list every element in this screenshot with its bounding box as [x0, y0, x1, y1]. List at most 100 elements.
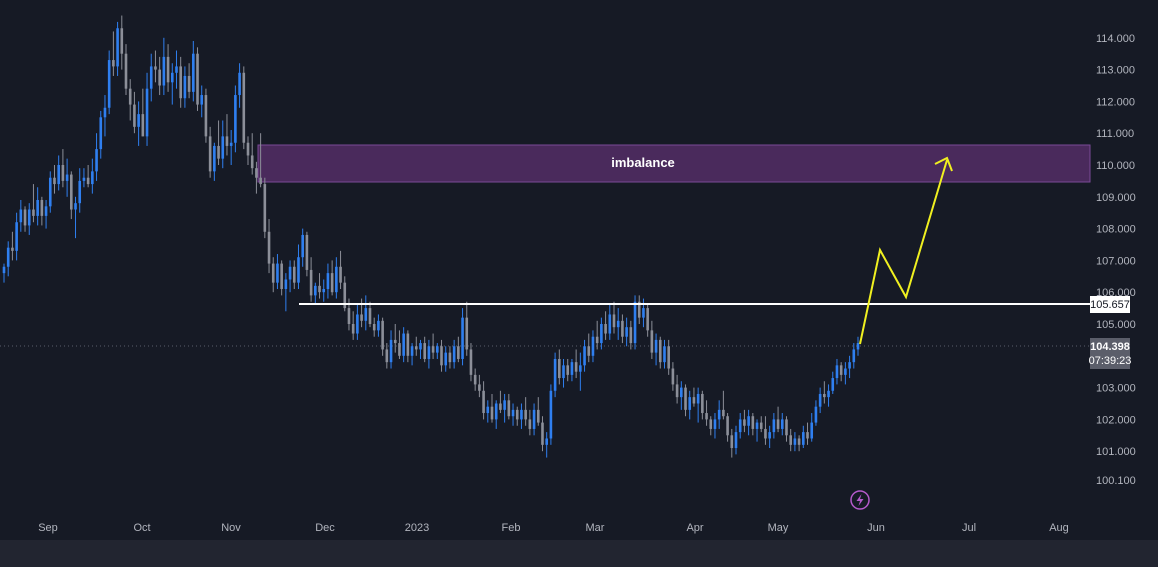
candle	[717, 400, 721, 429]
candle	[267, 219, 271, 274]
candle	[158, 56, 161, 96]
candle	[621, 314, 624, 344]
candle	[112, 31, 115, 76]
candle	[751, 413, 755, 436]
candle	[852, 343, 856, 369]
candle	[82, 168, 86, 188]
candle	[91, 158, 94, 194]
x-tick-label: Oct	[133, 522, 150, 534]
candle	[213, 142, 216, 181]
time-axis[interactable]: Sep Oct Nov Dec 2023 Feb Mar Apr May Jun Jul Aug	[38, 522, 1069, 534]
projection-arrowhead	[934, 156, 953, 172]
candle	[848, 355, 851, 379]
candle	[314, 282, 317, 305]
candle	[335, 257, 338, 299]
y-tick-label: 111.000	[1096, 128, 1134, 140]
candle	[696, 387, 700, 423]
y-tick-label: 103.000	[1096, 383, 1136, 395]
y-tick-label: 112.000	[1096, 96, 1135, 108]
y-tick-label: 101.000	[1096, 446, 1136, 458]
candle	[221, 120, 225, 169]
candle	[511, 403, 515, 426]
candle	[469, 343, 473, 382]
y-tick-label: 110.000	[1096, 160, 1135, 172]
candle	[368, 301, 372, 328]
candle	[436, 343, 439, 359]
x-tick-label: Feb	[502, 522, 521, 534]
candle	[330, 260, 334, 296]
candle	[145, 72, 149, 146]
countdown-text: 07:39:23	[1089, 355, 1132, 367]
candle	[280, 260, 283, 296]
candle	[419, 339, 422, 359]
candle	[61, 149, 65, 188]
candle	[612, 301, 616, 334]
x-tick-label: Apr	[686, 522, 703, 534]
candle	[461, 308, 464, 366]
lightning-bolt-icon[interactable]	[850, 490, 870, 510]
candle	[301, 228, 304, 267]
candle	[95, 133, 98, 181]
candle	[507, 393, 511, 420]
candle	[768, 425, 771, 449]
candle	[776, 406, 780, 433]
candle	[288, 260, 292, 293]
candle	[595, 320, 599, 350]
y-tick-label: 100.100	[1096, 475, 1136, 487]
candle	[726, 413, 729, 442]
candle	[107, 50, 111, 115]
candle	[103, 95, 107, 137]
candle	[406, 330, 410, 363]
candle	[587, 333, 591, 363]
candle	[789, 428, 792, 452]
candle	[242, 66, 246, 150]
candle	[806, 422, 809, 445]
candle	[856, 336, 860, 356]
candle	[414, 336, 418, 356]
candle	[141, 88, 145, 137]
candle	[734, 425, 738, 455]
candle	[831, 371, 835, 394]
candle	[494, 400, 498, 429]
candle	[764, 416, 767, 445]
candle	[692, 387, 696, 407]
y-tick-label: 113.000	[1096, 65, 1135, 77]
x-tick-label: Nov	[221, 522, 241, 534]
candle	[591, 330, 595, 363]
candle	[536, 397, 540, 426]
candle	[730, 428, 734, 458]
x-tick-label: May	[768, 522, 789, 534]
candle	[701, 390, 704, 420]
candle	[6, 241, 10, 277]
candle-series	[2, 15, 860, 458]
candle	[457, 336, 460, 363]
candle	[520, 403, 523, 429]
candle	[802, 425, 805, 449]
candle	[785, 416, 788, 442]
candle	[675, 374, 679, 404]
candle	[482, 381, 485, 420]
candle	[53, 165, 56, 194]
candle	[579, 352, 582, 391]
candle	[351, 311, 355, 340]
candle	[625, 317, 628, 347]
candle	[448, 346, 452, 369]
price-axis[interactable]: 114.000 113.000 112.000 111.000 110.000 109.0…	[1096, 33, 1136, 487]
y-tick-label: 102.000	[1096, 414, 1136, 426]
candle	[490, 393, 494, 423]
imbalance-zone[interactable]	[257, 144, 1091, 183]
candle	[128, 79, 132, 121]
level-price-tag: 105.657	[1090, 296, 1130, 313]
candle	[65, 158, 69, 197]
candle	[175, 50, 178, 89]
candle	[562, 358, 565, 388]
candle	[427, 339, 431, 369]
projection-path[interactable]	[859, 159, 948, 345]
y-tick-label: 105.000	[1096, 319, 1136, 331]
candle	[154, 50, 157, 83]
candle	[780, 413, 784, 436]
candle	[583, 339, 586, 372]
candle	[78, 168, 82, 213]
candle	[229, 130, 233, 165]
